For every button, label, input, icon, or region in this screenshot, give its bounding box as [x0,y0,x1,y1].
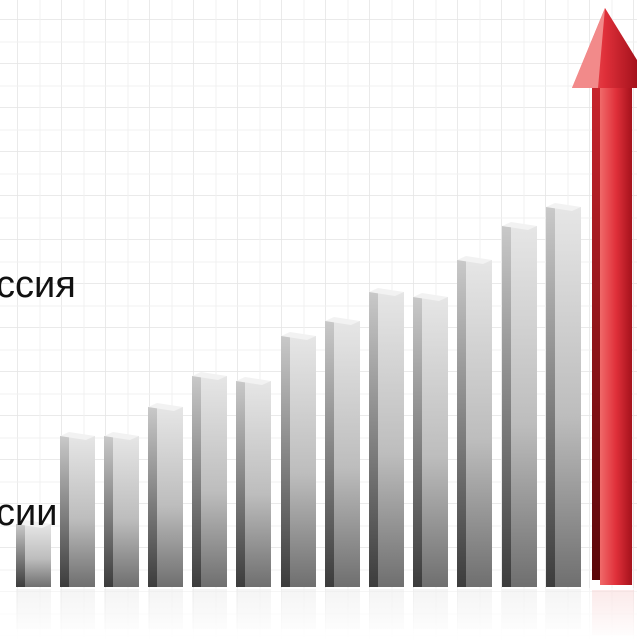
bar-part [413,297,422,587]
bar-part [236,381,245,587]
bar-part [325,317,360,325]
bar-part [148,403,183,411]
bar-part [334,321,360,587]
bar-part [502,222,537,230]
bar-part [60,432,95,440]
bar-part [422,297,448,587]
bar-part [502,226,511,587]
bar-part [236,377,271,385]
bar-part [290,336,316,587]
bar-part [16,524,25,587]
bar-part [69,436,95,587]
bar-part [281,336,290,587]
bar-part [113,436,139,587]
bar-part [104,432,139,440]
bar-part [511,226,537,587]
bar-part [192,376,201,587]
bar-part [466,260,492,587]
slide-text: ссия [0,264,76,306]
bar-part [555,207,581,587]
bar-part [546,207,555,587]
bar-part [369,292,378,587]
bar-part [378,292,404,587]
bar-part [192,372,227,380]
bar-part [201,376,227,587]
slide-text: сии [0,492,57,534]
bar-part [281,332,316,340]
bar-part [457,260,466,587]
bar-part [60,436,69,587]
bar-part [25,524,51,587]
bar-part [546,203,581,211]
reflection-fade [0,588,637,641]
bar-part [369,288,404,296]
bar-part [413,293,448,301]
bar-part [104,436,113,587]
bar-part [457,256,492,264]
bar-part [16,520,51,528]
bar-part [157,407,183,587]
bar-part [325,321,334,587]
bar-part [245,381,271,587]
bar-part [148,407,157,587]
